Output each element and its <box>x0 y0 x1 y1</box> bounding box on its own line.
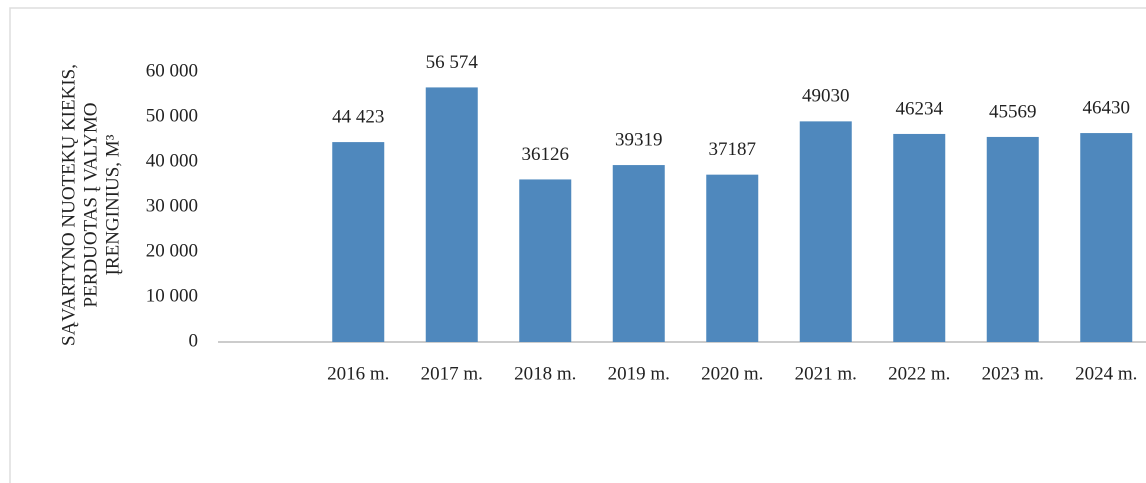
bar <box>706 174 759 342</box>
y-axis-label: ĮRENGINIUS, M³ <box>102 134 123 275</box>
y-tick-label: 50 000 <box>146 105 198 126</box>
y-tick-label: 10 000 <box>146 285 198 306</box>
data-label: 46234 <box>896 98 944 119</box>
x-tick-label: 2020 m. <box>701 363 763 384</box>
data-label: 45569 <box>989 101 1037 122</box>
x-tick-label: 2022 m. <box>888 363 950 384</box>
data-label: 39319 <box>615 129 663 150</box>
x-tick-label: 2023 m. <box>982 363 1044 384</box>
data-label: 46430 <box>1083 97 1131 118</box>
x-tick-label: 2021 m. <box>795 363 857 384</box>
data-label: 36126 <box>522 144 570 165</box>
x-tick-label: 2016 m. <box>327 363 389 384</box>
x-tick-label: 2024 m. <box>1075 363 1137 384</box>
y-tick-label: 60 000 <box>146 60 198 81</box>
y-axis-label: SĄVARTYNO NUOTEKŲ KIEKIS, <box>58 64 79 346</box>
data-label: 56 574 <box>426 52 479 73</box>
y-axis-label: PERDUOTAS Į VALYMO <box>80 103 101 308</box>
y-tick-label: 30 000 <box>146 195 198 216</box>
chart-frame <box>9 7 1146 483</box>
bar <box>986 136 1039 342</box>
y-tick-label: 40 000 <box>146 150 198 171</box>
bar <box>612 165 665 342</box>
bar <box>425 87 478 343</box>
bar <box>519 179 572 342</box>
bar <box>332 142 385 342</box>
x-tick-label: 2018 m. <box>514 363 576 384</box>
bar <box>893 133 946 342</box>
x-tick-label: 2019 m. <box>608 363 670 384</box>
x-tick-label: 2017 m. <box>421 363 483 384</box>
data-label: 49030 <box>802 86 850 107</box>
bar <box>799 121 852 343</box>
y-tick-label: 0 <box>189 330 199 351</box>
data-label: 44 423 <box>332 106 384 127</box>
y-tick-label: 20 000 <box>146 240 198 261</box>
bar <box>1080 133 1133 342</box>
data-label: 37187 <box>709 139 757 160</box>
